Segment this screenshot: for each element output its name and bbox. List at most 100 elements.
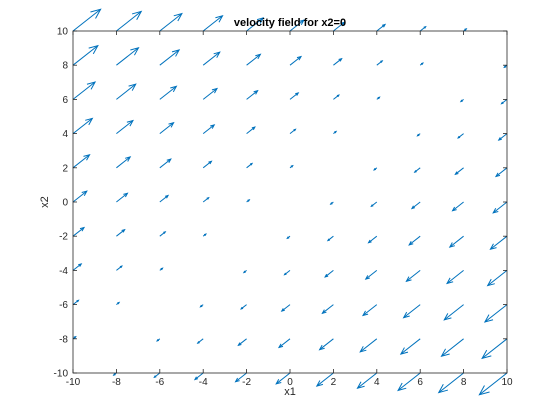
arrow-shaft <box>316 372 334 387</box>
arrow-head <box>73 335 77 339</box>
arrow-head <box>397 382 407 392</box>
velocity-arrow <box>324 270 334 278</box>
arrow-head <box>338 57 343 62</box>
arrow-shaft <box>411 201 421 209</box>
x-tick-label: -8 <box>112 377 121 388</box>
arrow-head <box>497 137 502 141</box>
velocity-arrow <box>72 153 91 169</box>
arrow-head <box>370 204 374 208</box>
arrow-shaft <box>498 133 508 141</box>
velocity-arrow <box>315 372 334 387</box>
velocity-arrow <box>277 338 291 349</box>
arrow-head <box>126 119 134 127</box>
arrow-shaft <box>72 8 101 32</box>
arrow-head <box>255 53 262 60</box>
arrow-shaft <box>446 270 464 284</box>
arrow-shaft <box>159 13 183 32</box>
arrow-shaft <box>368 235 378 244</box>
arrow-head <box>446 277 454 285</box>
velocity-arrow <box>459 99 464 103</box>
arrow-shaft <box>441 338 464 357</box>
arrow-head <box>334 130 338 134</box>
arrow-head <box>464 28 468 31</box>
arrow-head <box>486 278 495 287</box>
arrow-head <box>494 172 501 178</box>
velocity-arrow <box>159 158 172 169</box>
arrow-head <box>160 267 164 271</box>
arrow-head <box>367 239 372 244</box>
velocity-arrow <box>419 62 424 66</box>
velocity-arrow <box>416 133 421 137</box>
arrow-shaft <box>235 372 247 383</box>
arrow-head <box>321 309 327 315</box>
arrow-head <box>277 343 284 349</box>
arrow-head <box>166 158 172 164</box>
arrow-shaft <box>246 17 264 32</box>
arrow-shaft <box>357 372 378 389</box>
velocity-arrow <box>246 126 256 134</box>
x-tick-label: 6 <box>417 377 423 388</box>
arrow-shaft <box>403 304 421 319</box>
arrow-head <box>168 121 175 128</box>
velocity-arrow <box>481 338 508 360</box>
arrow-shaft <box>116 156 131 169</box>
x-tick-label: 0 <box>287 377 293 388</box>
velocity-arrow <box>116 119 134 134</box>
velocity-arrow <box>116 265 123 271</box>
velocity-arrow <box>497 133 508 141</box>
arrow-head <box>416 133 420 137</box>
arrow-head <box>381 23 387 28</box>
x-tick-label: -10 <box>66 377 81 388</box>
arrow-head <box>503 65 507 69</box>
arrow-shaft <box>202 160 212 169</box>
velocity-arrow <box>486 270 508 287</box>
velocity-arrow <box>72 190 88 203</box>
velocity-arrow <box>196 338 204 344</box>
arrow-head <box>380 60 384 63</box>
arrow-head <box>377 96 381 100</box>
y-tick-label: -8 <box>59 334 68 345</box>
arrow-shaft <box>202 88 218 100</box>
arrow-shaft <box>202 15 223 32</box>
arrow-shaft <box>397 372 421 391</box>
arrow-head <box>359 346 367 353</box>
velocity-arrow <box>246 17 265 32</box>
velocity-arrow <box>359 338 378 353</box>
arrow-head <box>249 162 254 166</box>
velocity-arrow <box>489 235 508 251</box>
arrow-head <box>234 377 240 383</box>
arrow-shaft <box>72 154 90 169</box>
y-tick-label: -2 <box>59 232 68 243</box>
arrow-head <box>315 380 324 387</box>
velocity-arrow <box>333 130 338 134</box>
arrow-head <box>283 272 287 276</box>
arrow-head <box>408 240 414 246</box>
arrow-head <box>402 311 410 319</box>
arrow-shaft <box>319 338 334 351</box>
arrow-shaft <box>246 90 258 100</box>
arrow-head <box>293 128 297 132</box>
velocity-arrow <box>367 235 378 244</box>
arrow-head <box>437 384 449 394</box>
arrow-shaft <box>202 51 221 66</box>
arrow-head <box>280 308 285 312</box>
arrow-head <box>130 46 140 56</box>
velocity-arrow <box>237 338 247 347</box>
arrow-head <box>86 81 97 90</box>
arrow-shaft <box>455 167 464 175</box>
arrow-shaft <box>408 235 421 246</box>
arrow-head <box>410 205 416 210</box>
velocity-arrow <box>451 201 464 212</box>
arrow-head <box>156 338 160 342</box>
arrow-shaft <box>333 21 345 32</box>
arrow-head <box>131 10 143 20</box>
velocity-arrow <box>494 167 508 178</box>
velocity-arrow <box>457 133 464 139</box>
y-axis-label: x2 <box>39 196 51 208</box>
y-axis-ticks: -10 -8 -6 -4 -2 0 2 4 6 8 10 <box>54 27 507 380</box>
velocity-arrow <box>376 96 381 100</box>
velocity-arrow <box>202 233 207 237</box>
arrow-shaft <box>72 81 96 100</box>
arrow-head <box>210 124 216 129</box>
arrow-shaft <box>159 49 180 66</box>
